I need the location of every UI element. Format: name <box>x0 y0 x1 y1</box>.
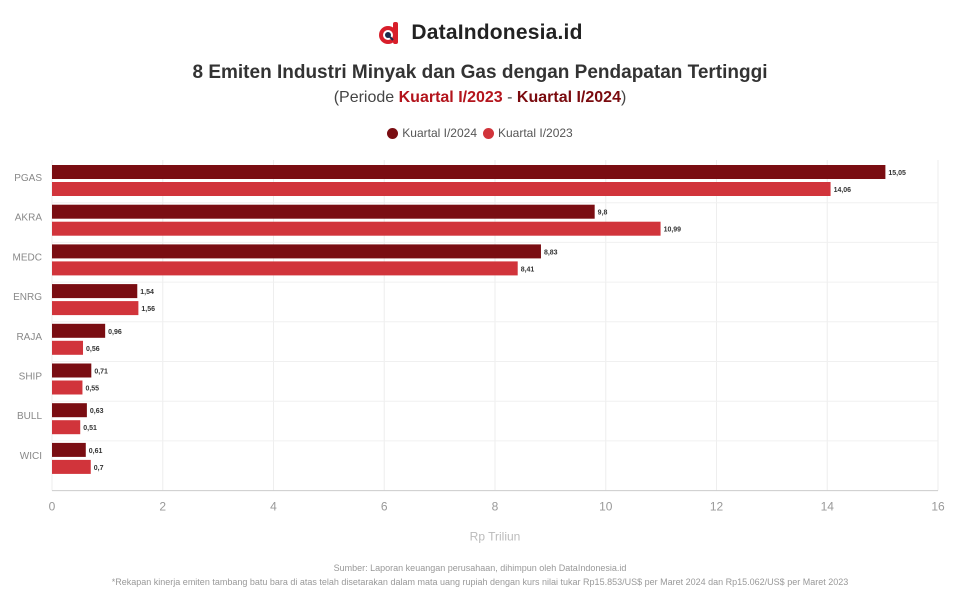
x-tick-label-4: 8 <box>492 500 499 514</box>
x-tick-label-1: 2 <box>159 500 166 514</box>
subtitle-period-to: Kuartal I/2024 <box>516 89 621 106</box>
bar-enrg-1 <box>52 301 139 316</box>
legend-item-2023[interactable]: Kuartal I/2023 <box>483 126 573 140</box>
value-label-wici-0: 0,61 <box>89 448 103 455</box>
value-label-akra-1: 10,99 <box>664 227 682 234</box>
brand-logo-icon <box>379 22 399 44</box>
x-tick-label-0: 0 <box>49 500 56 514</box>
legend-item-2024[interactable]: Kuartal I/2024 <box>387 126 477 140</box>
footer-source: Sumber: Laporan keuangan perusahaan, dih… <box>333 563 627 573</box>
chart-subtitle: (Periode Kuartal I/2023 - Kuartal I/2024… <box>0 89 960 107</box>
value-label-pgas-1: 14,06 <box>834 187 852 194</box>
bar-akra-1 <box>52 221 661 236</box>
bar-akra-0 <box>52 204 595 219</box>
value-label-medc-0: 8,83 <box>544 249 558 256</box>
x-tick-label-5: 10 <box>599 500 613 514</box>
bar-ship-0 <box>52 363 92 378</box>
value-label-ship-0: 0,71 <box>94 369 108 376</box>
category-label-pgas: PGAS <box>14 173 42 184</box>
subtitle-prefix: (Periode <box>333 89 399 106</box>
x-axis-title: Rp Triliun <box>470 530 521 544</box>
x-tick-label-7: 14 <box>821 500 835 514</box>
chart-legend: Kuartal I/2024 Kuartal I/2023 <box>0 126 960 140</box>
value-label-wici-1: 0,7 <box>94 465 104 472</box>
bar-pgas-0 <box>52 165 886 179</box>
category-label-enrg: ENRG <box>13 292 42 303</box>
value-label-enrg-1: 1,56 <box>141 306 155 313</box>
x-tick-label-6: 12 <box>710 500 724 514</box>
legend-dot-2023-icon <box>483 127 494 139</box>
bar-ship-1 <box>52 380 83 395</box>
subtitle-suffix: ) <box>620 89 627 106</box>
value-label-pgas-0: 15,05 <box>888 170 906 177</box>
value-label-bull-0: 0,63 <box>90 408 104 415</box>
subtitle-separator: - <box>502 89 517 106</box>
footer-note: *Rekapan kinerja emiten tambang batu bar… <box>111 577 849 587</box>
bar-wici-0 <box>52 442 86 457</box>
chart-title: 8 Emiten Industri Minyak dan Gas dengan … <box>192 62 768 83</box>
x-tick-label-3: 6 <box>381 500 388 514</box>
brand-header: DataIndonesia.id <box>0 20 960 46</box>
category-label-wici: WICI <box>20 451 42 462</box>
category-label-medc: MEDC <box>13 252 42 263</box>
bar-medc-0 <box>52 244 541 259</box>
category-label-ship: SHIP <box>19 372 43 383</box>
bar-wici-1 <box>52 459 91 474</box>
value-label-ship-1: 0,55 <box>85 386 99 393</box>
bar-raja-1 <box>52 340 84 355</box>
category-label-akra: AKRA <box>15 213 43 224</box>
bar-bull-1 <box>52 420 81 435</box>
legend-label-2023: Kuartal I/2023 <box>498 126 573 140</box>
x-tick-label-2: 4 <box>270 500 277 514</box>
bar-chart: PGAS 15,05 14,06 AKRA 9,8 10,99 MEDC 8,83 8,41 EN… <box>13 160 945 544</box>
value-label-raja-1: 0,56 <box>86 346 100 353</box>
bar-medc-1 <box>52 261 518 276</box>
subtitle-period-from: Kuartal I/2023 <box>398 89 503 106</box>
bar-enrg-0 <box>52 284 138 299</box>
value-label-akra-0: 9,8 <box>598 210 608 217</box>
legend-dot-2024-icon <box>387 127 399 139</box>
category-label-bull: BULL <box>17 411 42 422</box>
category-label-raja: RAJA <box>16 332 42 343</box>
x-tick-label-8: 16 <box>931 500 945 514</box>
legend-label-2024: Kuartal I/2024 <box>402 126 477 140</box>
value-label-enrg-0: 1,54 <box>140 289 154 296</box>
value-label-medc-1: 8,41 <box>521 266 535 273</box>
value-label-bull-1: 0,51 <box>83 425 97 432</box>
bar-raja-0 <box>52 323 106 338</box>
value-label-raja-0: 0,96 <box>108 329 122 336</box>
bar-bull-0 <box>52 403 87 418</box>
bar-pgas-1 <box>52 182 831 196</box>
brand-name: DataIndonesia.id <box>411 21 583 44</box>
